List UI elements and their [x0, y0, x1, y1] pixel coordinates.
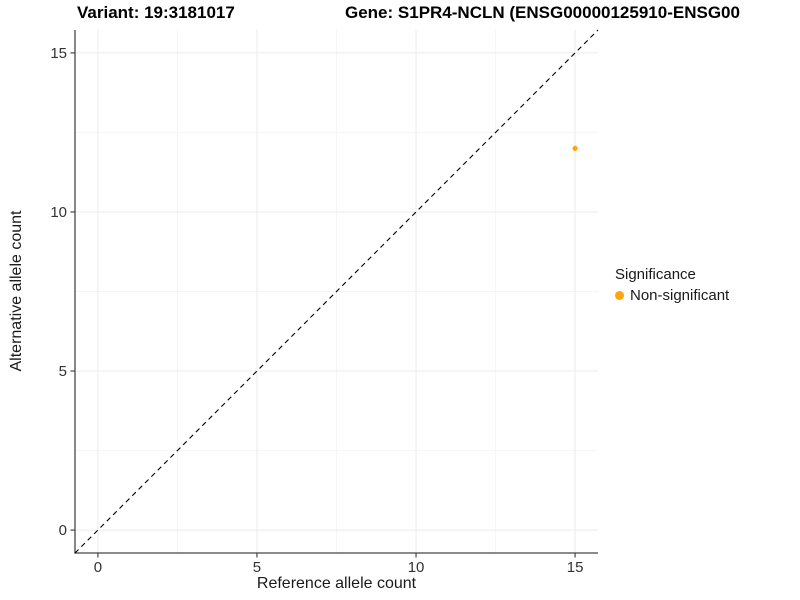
svg-text:10: 10 [50, 204, 67, 221]
svg-text:5: 5 [253, 559, 261, 576]
legend-point-icon [615, 291, 624, 300]
legend: Significance Non-significant [615, 266, 729, 304]
title-gene: Gene: S1PR4-NCLN (ENSG00000125910-ENSG00 [345, 3, 740, 22]
legend-title: Significance [615, 266, 696, 283]
x-axis-title: Reference allele count [256, 575, 417, 592]
legend-item: Non-significant [615, 287, 729, 304]
svg-text:0: 0 [59, 522, 67, 539]
legend-item-label: Non-significant [630, 287, 730, 304]
y-axis-title: Alternative allele count [8, 210, 25, 372]
svg-text:10: 10 [408, 559, 425, 576]
title-variant: Variant: 19:3181017 [77, 3, 235, 22]
svg-text:0: 0 [94, 559, 102, 576]
svg-text:15: 15 [50, 45, 67, 62]
svg-text:15: 15 [567, 559, 584, 576]
svg-text:5: 5 [59, 363, 67, 380]
plot-title: Variant: 19:3181017 Gene: S1PR4-NCLN (EN… [0, 3, 800, 27]
